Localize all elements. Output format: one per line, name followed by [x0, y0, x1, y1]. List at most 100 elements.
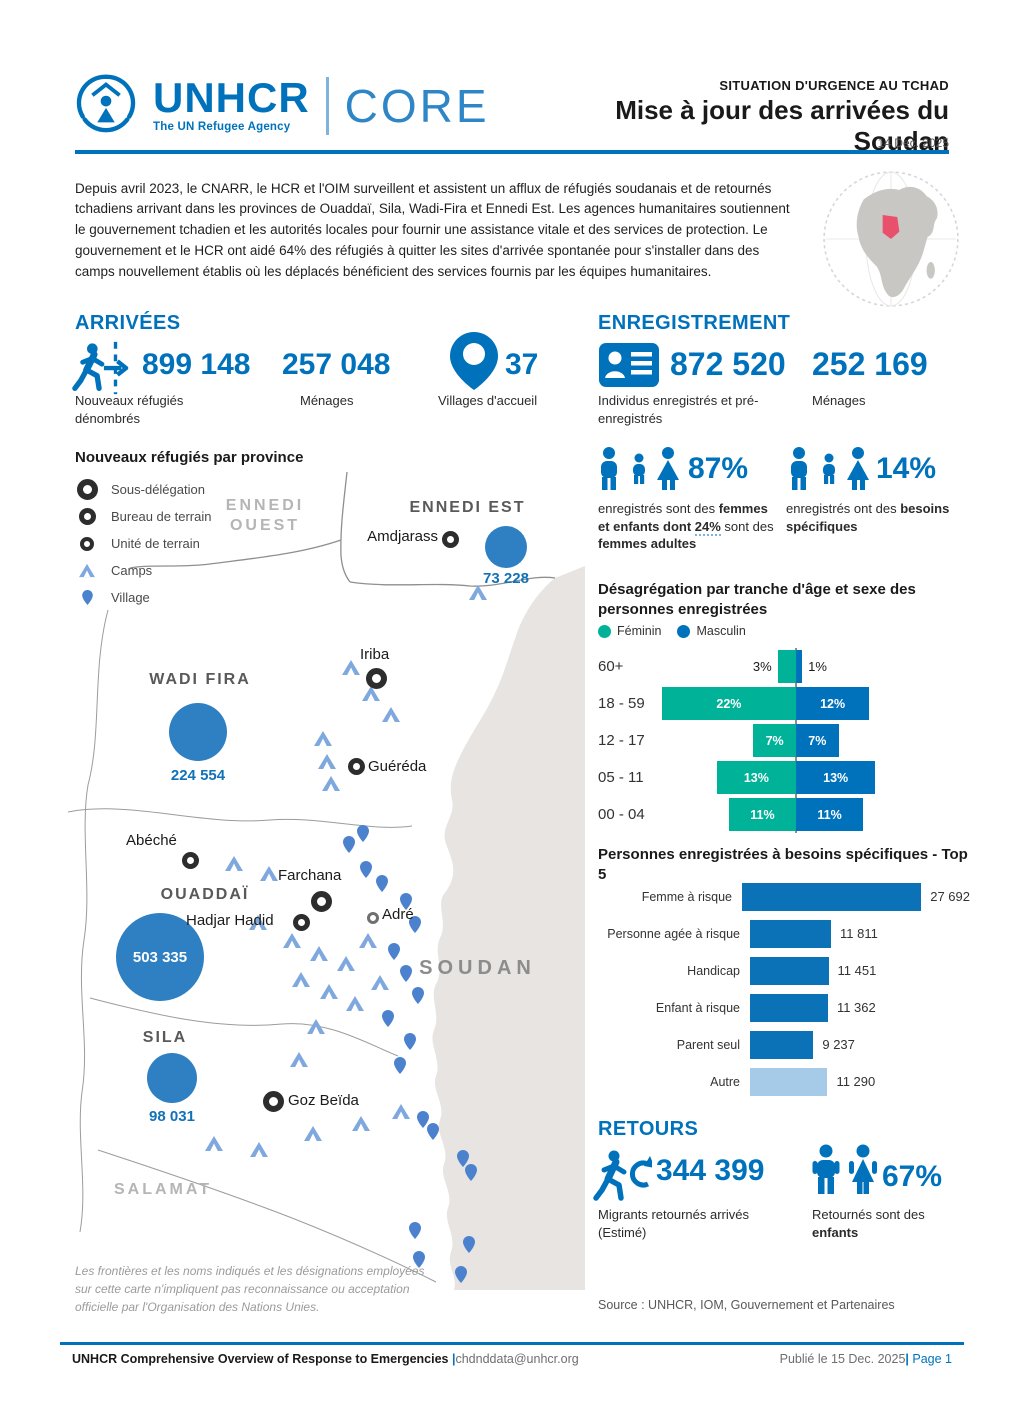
legend-item-bureau: Bureau de terrain	[75, 503, 211, 530]
stat-individuals-registered: 872 520	[670, 346, 786, 382]
feminin-dot-icon	[598, 624, 611, 638]
header-rule	[75, 150, 949, 154]
stat-new-refugees-label: Nouveaux réfugiés dénombrés	[75, 393, 184, 426]
camp-icon	[359, 933, 377, 948]
children-icons	[812, 1144, 878, 1196]
stat-pct-women-children: 87%	[688, 452, 749, 485]
camp-icon	[352, 1116, 370, 1131]
camp-icon	[392, 1104, 410, 1119]
city-farchana: Farchana	[278, 867, 342, 884]
camp-icon	[292, 972, 310, 987]
marker-farchana	[311, 891, 332, 912]
camp-icon	[310, 946, 328, 961]
stat-host-villages-label: Villages d'accueil	[438, 393, 538, 408]
bubble-ouaddai-value: 503 335	[132, 948, 188, 966]
bar-feminin: 7%	[753, 724, 796, 757]
brand-subtitle: The UN Refugee Agency	[153, 121, 291, 134]
label-ouaddai: OUADDAÏ	[160, 886, 250, 903]
legend-item-village: Village	[75, 584, 211, 611]
city-amdjarass: Amdjarass	[367, 528, 438, 545]
marker-abeche	[182, 852, 199, 869]
footer-left: UNHCR Comprehensive Overview of Response…	[72, 1352, 579, 1366]
bar-feminin: 13%	[716, 761, 796, 794]
brand-wordmark: UNHCR The UN Refugee Agency	[153, 77, 310, 134]
masculin-dot-icon	[677, 624, 691, 638]
footer-rule	[60, 1342, 964, 1345]
top5-bar-autre	[750, 1067, 828, 1096]
unite-de-terrain-icon	[80, 536, 94, 551]
section-heading-arrivees: ARRIVÉES	[75, 312, 181, 334]
section-heading-retours: RETOURS	[598, 1118, 699, 1140]
label-ennedi-est: ENNEDI EST	[409, 499, 526, 516]
pyramid-row: 05 - 11 13% 13%	[598, 759, 970, 796]
camp-icon	[225, 856, 243, 871]
bubble-wadi-fira	[169, 703, 227, 761]
top5-chart: Femme à risque 27 692 Personne agée à ri…	[598, 878, 970, 1100]
camp-icon	[337, 956, 355, 971]
section-heading-enregistrement: ENREGISTREMENT	[598, 312, 791, 334]
map-disclaimer: Les frontières et les noms indiqués et l…	[75, 1264, 425, 1314]
bureau-de-terrain-icon	[78, 508, 96, 525]
pyramid-chart: 60+ 3% 1% 18 - 59 22% 12% 12 - 17 7% 7% …	[598, 648, 970, 833]
stat-pct-women-children-label: enregistrés sont des femmes et enfants d…	[598, 501, 774, 552]
marker-hadjar-hadid	[293, 914, 310, 931]
village-pin-icon	[376, 875, 388, 892]
village-pin-icon	[343, 836, 355, 853]
stat-pct-specific-needs-label: enregistrés ont des besoins spécifiques	[786, 501, 950, 534]
stat-pct-children-returnees-label: Retournés sont des enfants	[812, 1207, 925, 1240]
village-pin-icon	[394, 1057, 406, 1074]
brand-core: CORE	[344, 79, 490, 132]
contact-email-link[interactable]: chdnddata@unhcr.org	[455, 1352, 579, 1366]
village-pin-icon	[360, 861, 372, 878]
brand-name: UNHCR	[153, 74, 310, 122]
page-number-link[interactable]: Page 1	[912, 1352, 952, 1366]
boy-icon	[812, 1144, 840, 1194]
label-sila: SILA	[142, 1029, 188, 1046]
chad-locator-globe	[822, 170, 960, 313]
bubble-ennedi-est-value: 73 228	[483, 570, 529, 587]
bubble-sila-value: 98 031	[149, 1108, 195, 1125]
top5-bar	[750, 919, 832, 948]
girl-icon	[849, 1144, 877, 1194]
stat-returned-migrants: 344 399	[656, 1154, 765, 1187]
bubble-ouaddai: 503 335	[116, 913, 204, 1001]
legend-feminin: Féminin	[598, 624, 661, 638]
stat-pct-specific-needs: 14%	[876, 452, 937, 485]
stat-returned-migrants-label: Migrants retournés arrivés (Estimé)	[598, 1207, 749, 1240]
camp-icon	[318, 754, 336, 769]
map-legend-title: Nouveaux réfugiés par province	[75, 449, 304, 466]
village-pin-icon	[404, 1033, 416, 1050]
intro-paragraph: Depuis avril 2023, le CNARR, le HCR et l…	[75, 180, 790, 280]
legend-item-unite: Unité de terrain	[75, 530, 211, 557]
city-abeche: Abéché	[126, 832, 177, 849]
village-pin-icon	[455, 1266, 467, 1283]
map-borders	[67, 471, 585, 1290]
bar-masculin: 13%	[796, 761, 876, 794]
camp-icon	[307, 1019, 325, 1034]
top5-bar	[742, 882, 922, 911]
village-pin-icon	[382, 1010, 394, 1027]
specific-needs-family-icon	[786, 446, 872, 499]
id-card-icon	[598, 342, 660, 393]
legend-masculin: Masculin	[677, 624, 746, 638]
top5-bar	[750, 956, 829, 985]
marker-guereda	[348, 758, 365, 775]
pyramid-row: 00 - 04 11% 11%	[598, 796, 970, 833]
village-pin-icon	[409, 1222, 421, 1239]
camp-icon	[314, 731, 332, 746]
camp-icon	[322, 776, 340, 791]
village-pin-icon	[357, 825, 369, 842]
legend-item-sous-delegation: Sous-délégation	[75, 476, 211, 503]
camp-icon	[382, 707, 400, 722]
stat-households-registered: 252 169	[812, 346, 928, 382]
stat-individuals-registered-label: Individus enregistrés et pré-enregistrés	[598, 393, 759, 426]
bar-masculin: 11%	[796, 798, 864, 831]
header-kicker: SITUATION D'URGENCE AU TCHAD	[719, 78, 949, 93]
camp-icon	[250, 1142, 268, 1157]
pyramid-row: 12 - 17 7% 7%	[598, 722, 970, 759]
bar-masculin	[796, 650, 803, 683]
top5-row: Enfant à risque 11 362	[598, 989, 970, 1026]
women-children-family-icon	[596, 446, 682, 499]
marker-amdjarass	[442, 531, 459, 548]
marker-iriba	[366, 668, 387, 689]
